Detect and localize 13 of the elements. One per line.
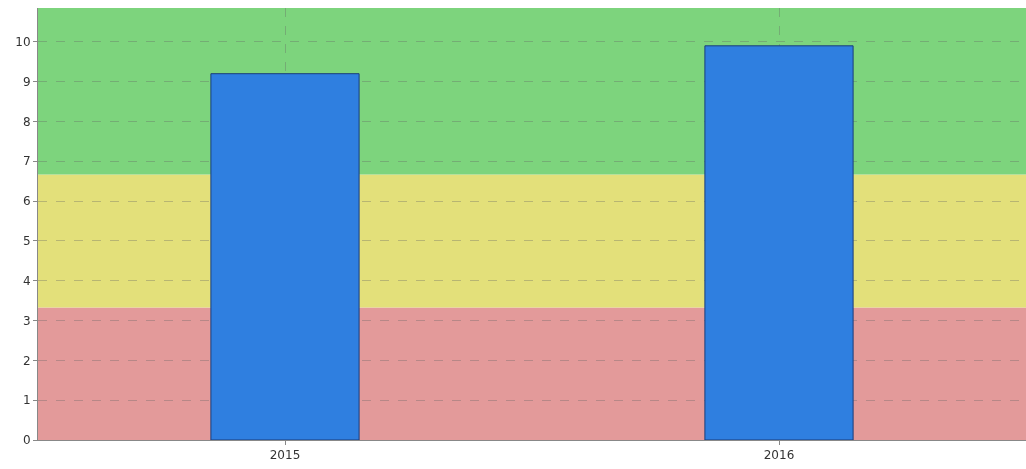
y-tick-label: 2: [22, 353, 31, 368]
y-tick-label: 8: [22, 114, 31, 129]
y-tick-label: 4: [22, 273, 31, 288]
x-tick-label: 2016: [763, 448, 795, 463]
y-tick-label: 0: [22, 433, 31, 448]
y-tick-label: 1: [22, 393, 31, 408]
y-tick-label: 3: [22, 313, 31, 328]
y-tick-label: 5: [22, 234, 31, 249]
y-tick-label: 9: [22, 74, 31, 89]
y-tick-label: 10: [15, 35, 31, 50]
x-tick-label: 2015: [269, 448, 301, 463]
y-tick-label: 7: [22, 154, 31, 169]
y-tick-label: 6: [22, 194, 31, 209]
